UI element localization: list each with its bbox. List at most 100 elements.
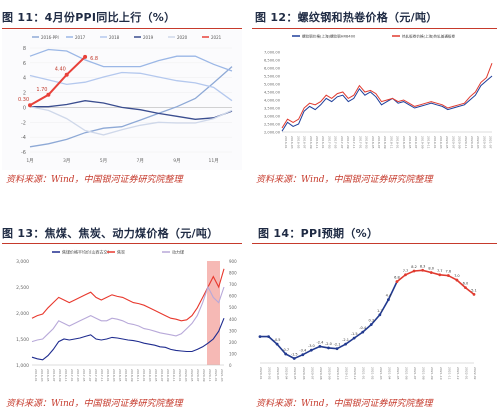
y-tick-label: 5,000.00 [264,83,281,87]
figure13-chart: 3,000 2,500 2,000 1,500 1,000 900 800 700 600 500… [16,249,237,382]
x-tick-label: 2018-09 [130,369,134,382]
x-tick-label: 5月 [100,158,107,164]
data-label: -2.0 [325,342,332,346]
figure14-source: 资料来源：Wind，中国银河证券研究院整理 [256,399,433,409]
x-tick-label: 2021-02 [370,367,374,380]
x-tick-label: 2020-08 [319,367,323,380]
data-label: -3.4 [299,349,307,353]
x-tick-label: 2019-05 [408,136,412,149]
figure11-source: 资料来源：Wind，中国银河证券研究院整理 [6,175,183,185]
y-tick-label: 0 [23,105,26,111]
legend-label: 焦煤价格平均价(山西古交) [62,249,110,255]
data-label: 6.8 [394,276,400,280]
x-tick-label: 2016-11 [315,136,319,149]
ppi-forecast-line [396,269,475,296]
figure13-title: 图 13：焦煤、焦炭、动力煤价格（元/吨） [2,227,219,240]
figure11-rule [2,28,242,29]
y2-tick-label: 0 [229,363,232,368]
x-tick-label: 2018-01 [396,136,400,149]
x-tick-label: 2020-01 [259,367,263,380]
y-tick-label: 1,000 [16,363,29,369]
x-tick-label: 2021-01 [362,367,366,380]
legend-label: 2017 [75,35,86,40]
data-point [361,330,365,334]
x-tick-label: 2019-03 [148,369,152,382]
x-tick-label: 2019-03 [439,136,443,149]
x-tick-label: 2020-10 [336,367,340,380]
x-tick-label: 2019-01 [142,369,146,382]
y2-tick-label: 200 [229,340,237,345]
x-tick-label: 2019-09 [166,369,170,382]
x-tick-label: 2021-06 [405,367,409,380]
figure11-chart: 2016-PPI 2017 2018 2019 2020 2021 -6 -4 -2 0 2 4 6 8 1… [2,30,242,170]
data-label: -1.5 [351,332,358,336]
data-label: 7.0 [454,274,460,278]
x-tick-label: 2018-05 [118,369,122,382]
data-point [369,323,373,326]
x-tick-label: 2022-01 [464,367,468,380]
x-tick-label: 2017-09 [346,136,350,149]
data-point [318,345,322,348]
x-tick-label: 2019-07 [160,369,164,382]
y2-tick-label: 900 [229,259,237,264]
x-tick-label: 2017-07 [340,136,344,149]
data-label: -0.5 [274,338,281,342]
data-label: 4.40 [55,67,66,73]
x-tick-label: 2017-09 [94,369,98,382]
x-tick-label: 2020-11 [208,369,212,382]
series-line [31,268,225,322]
data-point [284,352,288,356]
y-tick-label: 2,000 [16,311,29,317]
x-tick-label: 2019-11 [172,369,176,382]
y-tick-label: 2,500.00 [264,123,281,127]
data-point [258,335,262,339]
y2-tick-label: 400 [229,317,237,322]
data-point [446,274,450,277]
x-tick-label: 9月 [173,158,180,164]
data-label: -2.1 [342,338,349,342]
x-tick-label: 2021-05 [396,367,400,380]
data-point [395,280,399,283]
data-point [387,298,390,302]
x-tick-label: 2019-07 [414,136,418,149]
x-tick-label: 2018-03 [112,369,116,382]
x-tick-label: 2017-07 [88,369,92,382]
x-tick-label: 3月 [63,158,70,164]
data-point [472,293,476,296]
x-tick-label: 2020-11 [464,136,468,149]
series-line-2019 [30,100,233,120]
data-point [64,72,69,77]
x-tick-label: 11月 [209,158,219,164]
shaded-highlight-region [207,261,220,365]
data-label: -2.1 [334,343,341,347]
data-label: 8.3 [420,264,426,268]
data-label: 4.4 [386,294,392,298]
data-point [327,346,330,350]
series-line [281,63,493,129]
data-label: -0.4 [359,326,367,330]
data-point [344,342,347,346]
x-tick-label: 2017-03 [76,369,80,382]
x-tick-label: 2017-01 [358,136,362,149]
data-point [429,271,433,274]
x-tick-label: 2018-07 [124,369,128,382]
legend-label: 热轧板卷价格(上海)热轧普通板卷 [402,34,456,39]
x-tick-label: 2016-05 [296,136,300,149]
figure11-title: 图 11：4月份PPI同比上行（%） [2,11,176,24]
data-point [378,313,382,317]
series-line [281,75,493,132]
data-label: -1.5 [291,352,298,356]
x-tick-label: 2018-11 [136,369,140,382]
x-tick-label: 2016-11 [64,369,68,382]
x-tick-label: 2020-02 [268,367,272,380]
x-tick-label: 2018-09 [383,136,387,149]
x-tick-label: 1月 [26,158,33,164]
x-tick-label: 2022-02 [473,367,477,380]
x-tick-label: 2021-10 [439,367,443,380]
y-tick-label: 4 [23,76,26,82]
figure12-title: 图 12：螺纹钢和热卷价格（元/吨） [255,11,438,24]
data-point [292,357,296,360]
y-tick-label: 2,000.00 [264,131,281,135]
series-line [31,317,225,361]
x-tick-label: 2017-03 [327,136,331,149]
